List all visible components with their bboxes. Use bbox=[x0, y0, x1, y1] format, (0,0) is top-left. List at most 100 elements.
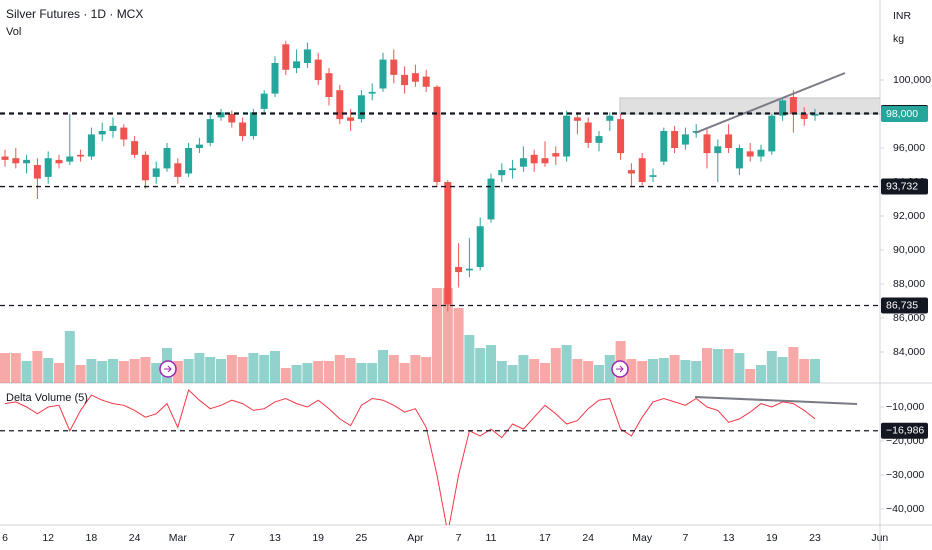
candle-body bbox=[573, 117, 581, 121]
x-tick-label: 11 bbox=[486, 532, 497, 544]
volume-bar bbox=[399, 363, 410, 383]
candle-body bbox=[98, 130, 106, 135]
level-label: −16,986 bbox=[886, 425, 924, 437]
x-tick-label: 7 bbox=[229, 532, 235, 544]
volume-bar bbox=[421, 357, 432, 383]
x-tick-label: 13 bbox=[723, 532, 735, 544]
volume-bar bbox=[194, 353, 205, 383]
level-label: 93,732 bbox=[886, 180, 918, 192]
volume-bar bbox=[345, 358, 356, 383]
candle-body bbox=[552, 153, 560, 157]
overlay bbox=[0, 72, 880, 432]
volume-bar bbox=[637, 361, 648, 383]
trend-line bbox=[694, 396, 858, 405]
event-icon[interactable] bbox=[611, 360, 629, 378]
volume-bar bbox=[507, 365, 518, 383]
candle-body bbox=[120, 127, 128, 140]
chart-title: Silver Futures · 1D · MCX bbox=[6, 7, 143, 21]
y-tick-label: 92,000 bbox=[893, 210, 925, 222]
x-tick-label: 25 bbox=[356, 532, 368, 544]
candle-body bbox=[185, 147, 193, 174]
candle-body bbox=[33, 164, 41, 179]
volume-bar bbox=[32, 351, 43, 383]
volume-bar bbox=[216, 359, 226, 383]
volume-bar bbox=[129, 359, 140, 383]
volume-bar bbox=[118, 361, 129, 383]
candle-body bbox=[368, 91, 376, 94]
candle-body bbox=[357, 95, 365, 120]
range-box bbox=[619, 97, 880, 115]
level-label: 86,735 bbox=[886, 299, 918, 311]
x-tick-label: 7 bbox=[682, 532, 688, 544]
volume-bar bbox=[723, 349, 734, 383]
volume-bar bbox=[648, 359, 658, 383]
x-tick-label: 24 bbox=[582, 532, 594, 544]
candle-body bbox=[703, 134, 711, 154]
volume-bar bbox=[237, 357, 248, 383]
volume-bar bbox=[540, 363, 550, 383]
candle-body bbox=[519, 158, 527, 167]
volume-bar bbox=[226, 355, 237, 383]
volume-bar bbox=[172, 361, 183, 383]
candle-body bbox=[1, 156, 9, 160]
candle-body bbox=[584, 122, 592, 143]
volume-bar bbox=[712, 349, 723, 383]
volume-bar bbox=[205, 357, 216, 383]
candle-body bbox=[768, 115, 776, 152]
trend-line bbox=[694, 72, 846, 134]
x-tick-label: 18 bbox=[86, 532, 98, 544]
candle-body bbox=[455, 266, 463, 273]
candle-body bbox=[141, 154, 149, 181]
volume-bar bbox=[21, 361, 32, 383]
volume-bar bbox=[75, 365, 86, 383]
volume-bar bbox=[486, 345, 496, 383]
currency: INR bbox=[893, 10, 912, 22]
candle-body bbox=[12, 158, 20, 164]
candle-body bbox=[314, 59, 322, 80]
volume-bar bbox=[496, 361, 507, 383]
candle-body bbox=[422, 76, 430, 87]
x-tick-label: 19 bbox=[312, 532, 324, 544]
volume-bar bbox=[54, 363, 64, 383]
candle-body bbox=[530, 154, 538, 164]
candle-body bbox=[195, 144, 203, 148]
volume-bar bbox=[745, 369, 756, 383]
volume-bar bbox=[518, 355, 529, 383]
volume-bar bbox=[561, 345, 572, 383]
volume-bar bbox=[367, 363, 378, 383]
candle-body bbox=[109, 125, 117, 131]
candle-body bbox=[87, 134, 95, 157]
unit: kg bbox=[893, 33, 904, 45]
indicator-name: Delta Volume (5) bbox=[6, 392, 88, 404]
volume-bar bbox=[0, 353, 10, 383]
y-tick-label: 84,000 bbox=[893, 346, 925, 358]
event-icon[interactable] bbox=[159, 360, 177, 378]
volume-bar bbox=[302, 363, 313, 383]
candle-body bbox=[563, 115, 571, 157]
indicator-pane bbox=[4, 389, 816, 525]
volume-bar bbox=[734, 353, 745, 383]
volume-bar bbox=[140, 357, 151, 383]
candle-body bbox=[163, 147, 171, 169]
volume-bar bbox=[529, 359, 540, 383]
candle-body bbox=[789, 96, 797, 114]
volume-bar bbox=[388, 355, 399, 383]
volume-bar bbox=[248, 353, 259, 383]
x-tick-label: 17 bbox=[539, 532, 551, 544]
y-tick-label: 96,000 bbox=[893, 142, 925, 154]
candle-body bbox=[800, 113, 808, 120]
x-tick-label: May bbox=[632, 532, 653, 544]
candle-body bbox=[444, 181, 452, 305]
volume-bar bbox=[10, 353, 21, 383]
volume-bar bbox=[594, 365, 604, 383]
candle-body bbox=[77, 154, 85, 157]
volume-bar bbox=[788, 347, 799, 383]
candle-body bbox=[779, 100, 787, 116]
x-tick-label: 23 bbox=[809, 532, 821, 544]
volume-bar bbox=[691, 361, 702, 383]
volume-bar bbox=[280, 368, 291, 383]
volume-bar bbox=[97, 361, 108, 383]
candle-body bbox=[303, 49, 311, 64]
candle-body bbox=[401, 74, 409, 86]
candle-body bbox=[498, 170, 506, 176]
